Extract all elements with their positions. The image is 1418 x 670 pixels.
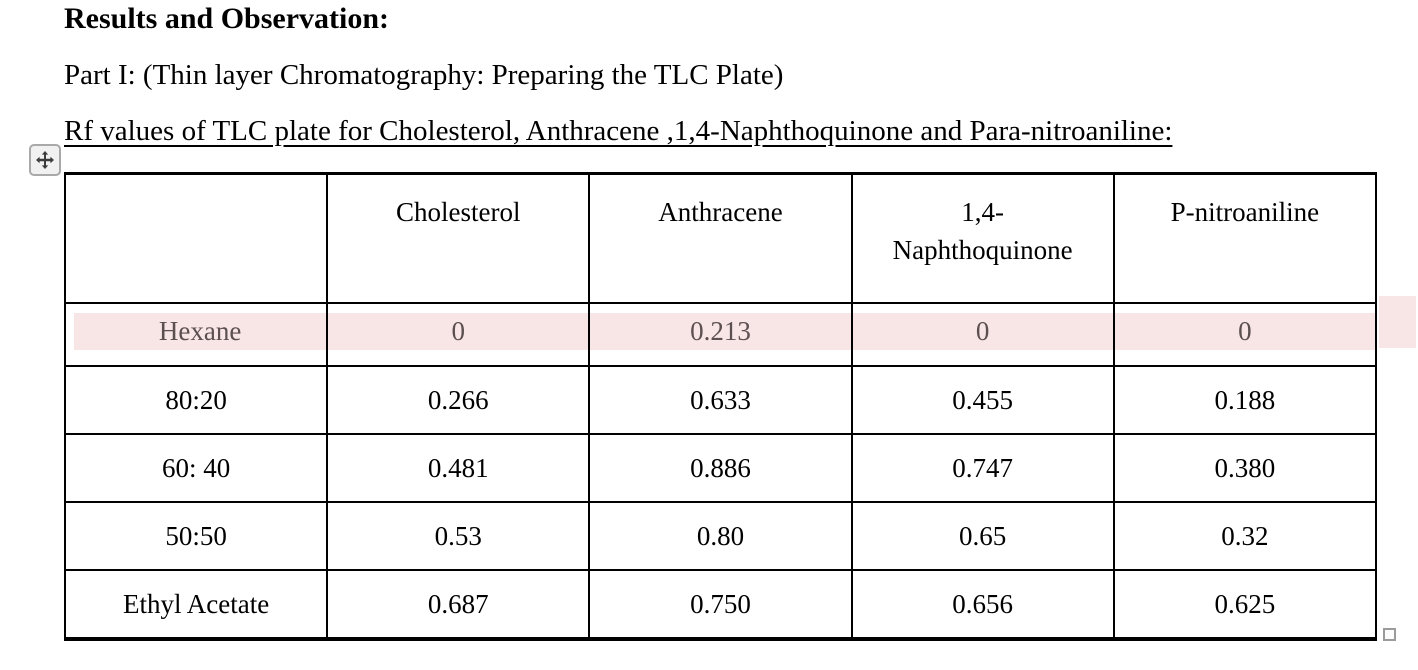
- value-cell[interactable]: 0: [326, 302, 591, 367]
- rf-values-table: Cholesterol Anthracene 1,4- Naphthoquino…: [63, 172, 1378, 641]
- row-label-cell[interactable]: 80:20: [63, 365, 329, 435]
- value-cell[interactable]: 0.455: [850, 365, 1115, 435]
- table-header-row: Cholesterol Anthracene 1,4- Naphthoquino…: [63, 172, 1378, 304]
- move-arrows-icon: [35, 150, 55, 170]
- value-cell[interactable]: 0.633: [588, 365, 853, 435]
- value-cell[interactable]: 0.481: [326, 433, 591, 503]
- row-label-cell[interactable]: 60: 40: [63, 433, 329, 503]
- highlighted-value: 0: [329, 313, 588, 350]
- page-title: Results and Observation:: [64, 2, 390, 35]
- value-cell[interactable]: 0.886: [588, 433, 853, 503]
- highlight-overflow-strip: [1379, 296, 1416, 348]
- row-label-cell[interactable]: Ethyl Acetate: [63, 569, 329, 641]
- table-caption: Rf values of TLC plate for Cholesterol, …: [64, 115, 1173, 147]
- table-row-50-50: 50:50 0.53 0.80 0.65 0.32: [63, 501, 1378, 571]
- highlighted-value: 0: [853, 313, 1112, 350]
- table-row-80-20: 80:20 0.266 0.633 0.455 0.188: [63, 365, 1378, 435]
- table-row-60-40: 60: 40 0.481 0.886 0.747 0.380: [63, 433, 1378, 503]
- value-cell[interactable]: 0.53: [326, 501, 591, 571]
- table-row-ethyl-acetate: Ethyl Acetate 0.687 0.750 0.656 0.625: [63, 569, 1378, 641]
- value-cell[interactable]: 0: [850, 302, 1115, 367]
- highlighted-text: Hexane: [74, 313, 326, 350]
- value-cell[interactable]: 0.687: [326, 569, 591, 641]
- value-cell[interactable]: 0.213: [588, 302, 853, 367]
- value-cell[interactable]: 0.266: [326, 365, 591, 435]
- value-cell[interactable]: 0.747: [850, 433, 1115, 503]
- value-cell[interactable]: 0: [1112, 302, 1378, 367]
- value-cell[interactable]: 0.65: [850, 501, 1115, 571]
- highlighted-value: 0.213: [591, 313, 850, 350]
- row-label-cell[interactable]: 50:50: [63, 501, 329, 571]
- header-cell-cholesterol[interactable]: Cholesterol: [326, 172, 591, 304]
- header-cell-nitroaniline[interactable]: P-nitroaniline: [1112, 172, 1378, 304]
- table-row-hexane: Hexane 0 0.213 0 0: [63, 302, 1378, 367]
- value-cell[interactable]: 0.188: [1112, 365, 1378, 435]
- table-resize-handle[interactable]: [1383, 628, 1396, 641]
- value-cell[interactable]: 0.380: [1112, 433, 1378, 503]
- value-cell[interactable]: 0.32: [1112, 501, 1378, 571]
- section-subtitle: Part I: (Thin layer Chromatography: Prep…: [64, 59, 784, 91]
- value-cell[interactable]: 0.750: [588, 569, 853, 641]
- value-cell[interactable]: 0.80: [588, 501, 853, 571]
- header-cell-naphthoquinone[interactable]: 1,4- Naphthoquinone: [850, 172, 1115, 304]
- value-cell[interactable]: 0.625: [1112, 569, 1378, 641]
- table-move-handle[interactable]: [29, 144, 61, 176]
- highlighted-value: 0: [1115, 313, 1374, 350]
- header-cell-empty[interactable]: [63, 172, 329, 304]
- header-cell-anthracene[interactable]: Anthracene: [588, 172, 853, 304]
- row-label-cell[interactable]: Hexane: [63, 302, 329, 367]
- value-cell[interactable]: 0.656: [850, 569, 1115, 641]
